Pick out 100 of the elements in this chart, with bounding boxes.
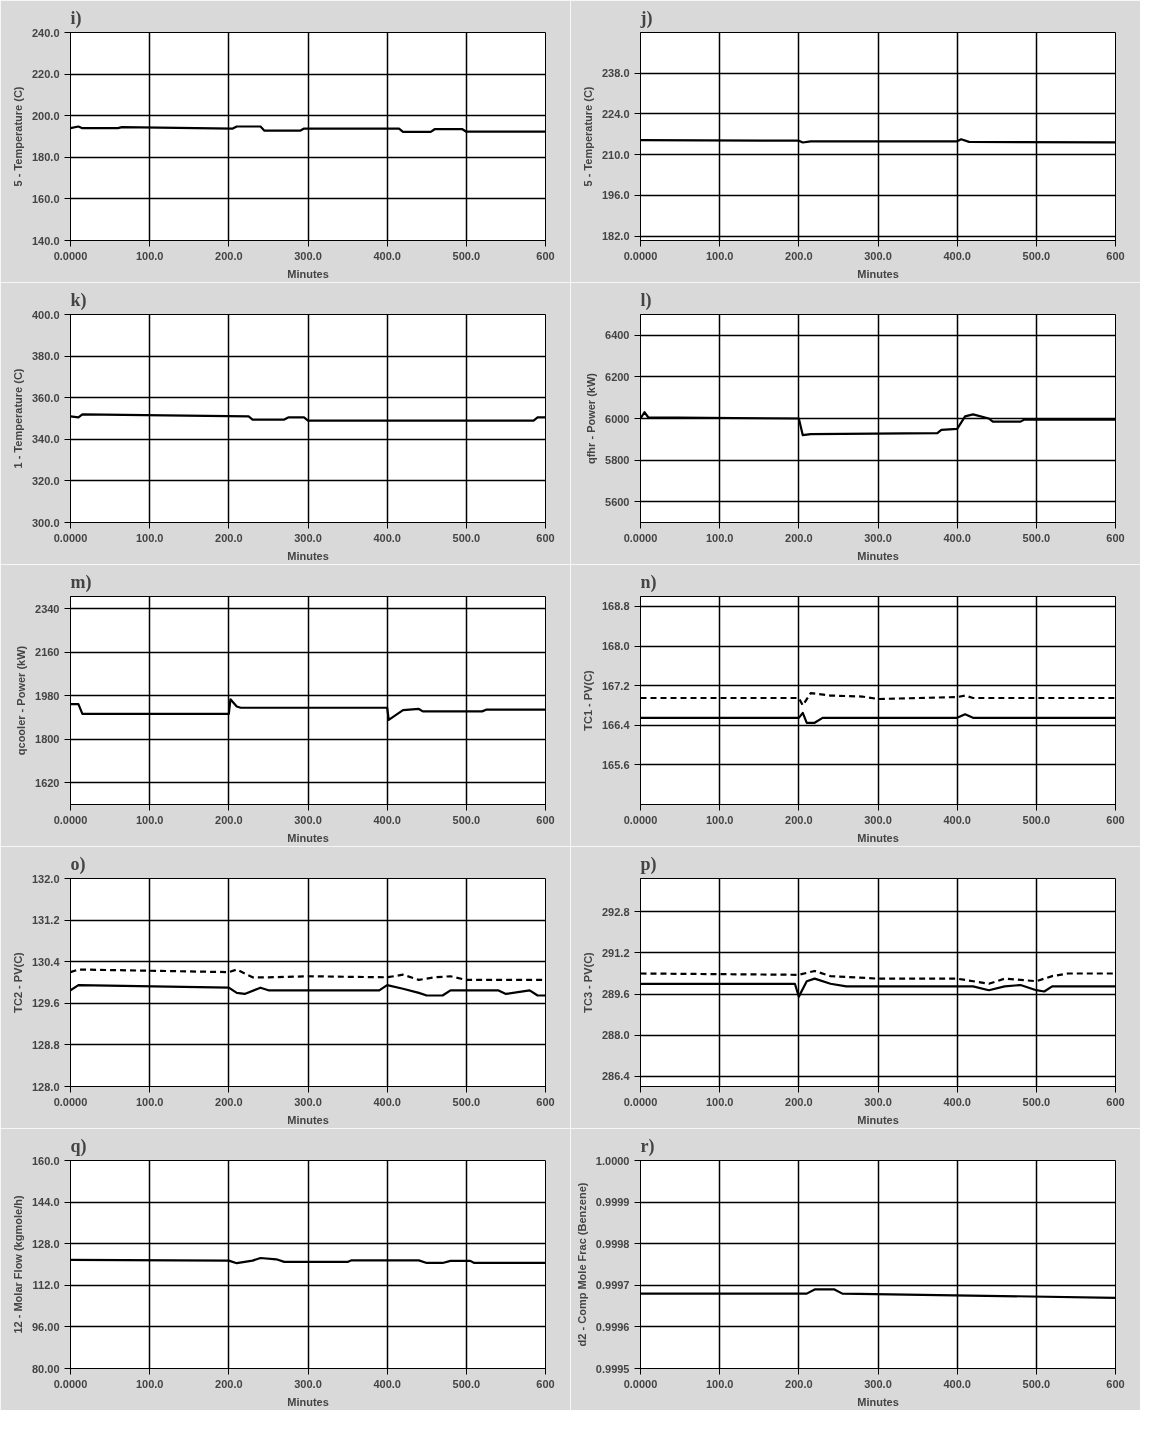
x-tick-label: 500.0	[1022, 249, 1051, 262]
y-tick-label: 0.9999	[595, 1196, 630, 1209]
chart-title: p)	[640, 853, 657, 875]
y-tick-label: 180.0	[31, 151, 60, 164]
y-tick-label: 168.8	[601, 600, 630, 613]
x-tick-label: 500.0	[1022, 1095, 1051, 1108]
y-tick-label: 210.0	[601, 148, 630, 161]
y-tick-label: 320.0	[31, 474, 60, 487]
y-tick-label: 380.0	[31, 350, 60, 363]
y-tick-label: 291.2	[601, 946, 630, 959]
y-tick-label: 6000	[605, 412, 630, 425]
y-tick-label: 1980	[35, 689, 60, 702]
x-tick-label: 500.0	[452, 531, 481, 544]
y-axis-title: qcooler - Power (kW)	[15, 645, 28, 756]
x-tick-label: 500.0	[452, 813, 481, 826]
x-tick-label: 200.0	[215, 1377, 243, 1390]
x-tick-label: 400.0	[943, 813, 971, 826]
x-tick-label: 200.0	[215, 1095, 243, 1108]
y-axis-title: TC3 - PV(C)	[581, 951, 594, 1013]
x-tick-label: 400.0	[943, 1095, 971, 1108]
y-axis-title: 1 - Temperature (C)	[11, 368, 24, 469]
x-tick-label: 300.0	[294, 1377, 322, 1390]
x-tick-label: 600	[536, 531, 555, 544]
y-tick-label: 130.4	[31, 955, 61, 968]
x-tick-label: 500.0	[1022, 531, 1051, 544]
chart-title: j)	[639, 7, 653, 29]
x-tick-label: 300.0	[864, 531, 892, 544]
x-tick-label: 400.0	[943, 531, 971, 544]
x-tick-label: 300.0	[294, 1095, 322, 1108]
chart-title: n)	[640, 571, 657, 593]
y-axis-title: TC1 - PV(C)	[581, 669, 594, 731]
x-axis-title: Minutes	[287, 1113, 329, 1126]
y-tick-label: 1.0000	[595, 1154, 630, 1167]
y-tick-label: 128.0	[31, 1080, 60, 1093]
x-tick-label: 200.0	[785, 249, 813, 262]
y-tick-label: 0.9997	[595, 1279, 630, 1292]
y-tick-label: 129.6	[31, 997, 60, 1010]
y-tick-label: 168.0	[601, 640, 630, 653]
y-tick-label: 160.0	[31, 1154, 60, 1167]
x-tick-label: 500.0	[1022, 1377, 1051, 1390]
x-tick-label: 200.0	[785, 531, 813, 544]
x-tick-label: 600	[1106, 531, 1125, 544]
y-tick-label: 132.0	[31, 872, 60, 885]
x-tick-label: 400.0	[373, 531, 401, 544]
x-tick-label: 400.0	[943, 249, 971, 262]
x-tick-label: 300.0	[294, 249, 322, 262]
x-tick-label: 500.0	[1022, 813, 1051, 826]
y-tick-label: 167.2	[601, 679, 630, 692]
x-axis-title: Minutes	[287, 549, 329, 562]
x-tick-label: 300.0	[864, 1377, 892, 1390]
x-tick-label: 0.0000	[623, 1377, 658, 1390]
y-tick-label: 182.0	[601, 230, 630, 243]
y-axis-title: 5 - Temperature (C)	[581, 86, 594, 187]
x-tick-label: 300.0	[864, 249, 892, 262]
x-tick-label: 500.0	[452, 1095, 481, 1108]
x-tick-label: 0.0000	[53, 1377, 88, 1390]
y-tick-label: 166.4	[601, 719, 631, 732]
y-tick-label: 288.0	[601, 1029, 630, 1042]
y-tick-label: 2160	[35, 646, 60, 659]
x-axis-title: Minutes	[857, 1395, 899, 1408]
y-tick-label: 360.0	[31, 391, 60, 404]
x-tick-label: 400.0	[373, 1095, 401, 1108]
y-tick-label: 224.0	[601, 107, 630, 120]
x-tick-label: 100.0	[135, 531, 164, 544]
y-tick-label: 160.0	[31, 192, 60, 205]
x-tick-label: 300.0	[864, 813, 892, 826]
x-tick-label: 200.0	[215, 249, 243, 262]
x-tick-label: 400.0	[373, 1377, 401, 1390]
y-tick-label: 6200	[605, 370, 630, 383]
x-tick-label: 0.0000	[53, 249, 88, 262]
x-tick-label: 100.0	[135, 813, 164, 826]
y-tick-label: 165.6	[601, 758, 630, 771]
x-tick-label: 500.0	[452, 249, 481, 262]
x-tick-label: 300.0	[864, 1095, 892, 1108]
x-tick-label: 0.0000	[623, 249, 658, 262]
y-tick-label: 2340	[35, 602, 60, 615]
y-tick-label: 131.2	[31, 914, 60, 927]
y-tick-label: 144.0	[31, 1196, 60, 1209]
y-tick-label: 238.0	[601, 67, 630, 80]
x-tick-label: 100.0	[705, 1377, 734, 1390]
x-tick-label: 100.0	[705, 813, 734, 826]
y-axis-title: qfhr - Power (kW)	[585, 372, 598, 465]
x-tick-label: 600	[536, 249, 555, 262]
x-tick-label: 100.0	[135, 1377, 164, 1390]
y-tick-label: 0.9998	[595, 1237, 630, 1250]
y-tick-label: 1620	[35, 776, 60, 789]
x-axis-title: Minutes	[857, 1113, 899, 1126]
x-tick-label: 100.0	[135, 1095, 164, 1108]
x-tick-label: 0.0000	[623, 813, 658, 826]
x-tick-label: 0.0000	[53, 531, 88, 544]
x-tick-label: 300.0	[294, 531, 322, 544]
x-tick-label: 400.0	[943, 1377, 971, 1390]
x-tick-label: 200.0	[785, 813, 813, 826]
x-tick-label: 600	[536, 1095, 555, 1108]
x-tick-label: 200.0	[785, 1377, 813, 1390]
y-tick-label: 400.0	[31, 308, 60, 321]
x-axis-title: Minutes	[857, 831, 899, 844]
x-tick-label: 100.0	[705, 531, 734, 544]
x-tick-label: 600	[1106, 1095, 1125, 1108]
x-axis-title: Minutes	[287, 267, 329, 280]
